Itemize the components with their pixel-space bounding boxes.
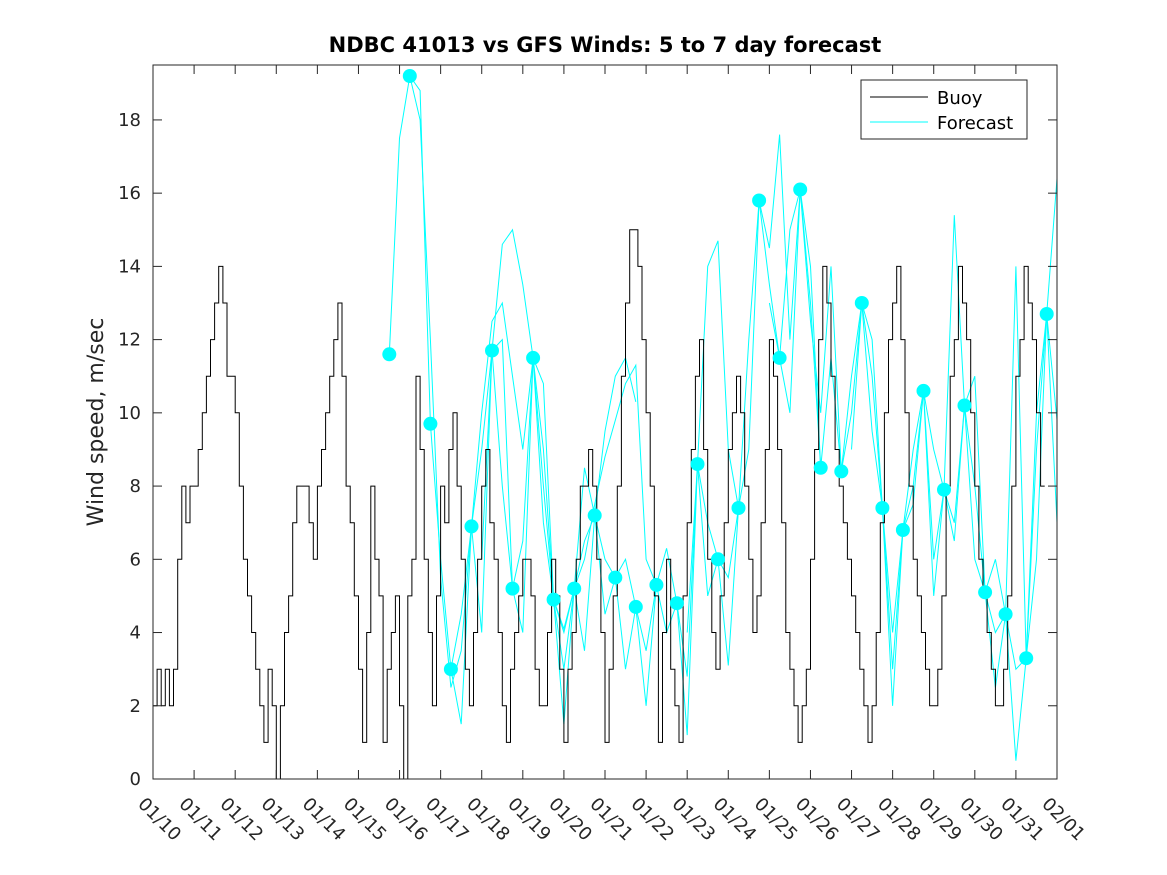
y-tick-label: 10 (118, 403, 141, 424)
forecast-markers (382, 69, 1054, 677)
y-tick-label: 14 (118, 256, 141, 277)
legend: Buoy Forecast (860, 79, 1028, 140)
y-tick-label: 16 (118, 183, 141, 204)
buoy-series (153, 229, 1045, 780)
x-tick-label: 01/22 (627, 794, 679, 846)
x-tick-label: 01/24 (709, 794, 761, 846)
legend-box (860, 79, 1028, 140)
forecast-marker (443, 662, 458, 677)
x-tick-label: 01/15 (339, 794, 391, 846)
forecast-marker (690, 457, 705, 472)
x-tick-label: 01/16 (380, 794, 432, 846)
x-tick-label: 01/10 (133, 794, 185, 846)
y-axis-ticks: 0 2 4 6 8 10 12 14 16 18 (118, 110, 1057, 790)
y-tick-label: 0 (130, 769, 141, 790)
forecast-marker (957, 398, 972, 413)
forecast-marker (834, 464, 849, 479)
y-tick-label: 6 (130, 549, 141, 570)
forecast-marker (1019, 651, 1034, 666)
x-tick-label: 01/18 (462, 794, 514, 846)
forecast-marker (485, 343, 499, 358)
forecast-marker (1039, 307, 1054, 321)
buoy-line (153, 229, 1045, 780)
forecast-marker (998, 607, 1013, 622)
x-tick-label: 01/27 (832, 794, 884, 846)
x-tick-label: 01/13 (257, 794, 309, 846)
forecast-line-4 (481, 189, 822, 736)
y-tick-label: 18 (118, 110, 141, 131)
x-tick-label: 01/25 (750, 794, 802, 846)
forecast-marker (669, 596, 684, 611)
forecast-marker (402, 69, 417, 83)
forecast-marker (895, 523, 910, 537)
x-tick-label: 01/30 (955, 794, 1007, 846)
y-tick-label: 8 (130, 476, 141, 497)
legend-forecast-label: Forecast (937, 113, 1013, 134)
x-tick-label: 01/23 (668, 794, 720, 846)
legend-buoy-label: Buoy (937, 88, 983, 109)
forecast-line-7 (851, 266, 1058, 659)
x-tick-label: 02/01 (1037, 794, 1089, 846)
forecast-marker (731, 501, 746, 515)
forecast-marker (464, 519, 479, 534)
forecast-marker (608, 570, 623, 585)
forecast-marker (978, 585, 993, 600)
x-tick-label: 01/21 (585, 794, 637, 846)
x-tick-label: 01/31 (996, 794, 1048, 846)
x-tick-label: 01/29 (914, 794, 966, 846)
x-tick-label: 01/28 (873, 794, 925, 846)
x-tick-label: 01/17 (421, 794, 473, 846)
forecast-marker (752, 193, 767, 208)
y-axis-label: Wind speed, m/sec (84, 318, 109, 527)
forecast-marker (526, 350, 541, 365)
forecast-marker (813, 460, 828, 475)
forecast-marker (916, 383, 931, 398)
y-tick-label: 12 (118, 330, 141, 351)
x-tick-label: 01/20 (544, 794, 596, 846)
forecast-marker (505, 581, 520, 596)
x-tick-label: 01/14 (298, 794, 350, 846)
forecast-marker (546, 592, 561, 607)
forecast-marker (772, 350, 787, 365)
y-tick-label: 2 (130, 696, 141, 717)
forecast-marker (423, 416, 438, 431)
forecast-marker (382, 347, 397, 362)
forecast-marker (567, 581, 582, 596)
x-tick-label: 01/12 (216, 794, 268, 846)
x-tick-label: 01/11 (175, 794, 227, 846)
forecast-marker (711, 552, 725, 567)
chart-title: NDBC 41013 vs GFS Winds: 5 to 7 day fore… (329, 33, 882, 57)
forecast-marker (793, 182, 808, 197)
forecast-marker (854, 296, 869, 310)
x-tick-label: 01/19 (503, 794, 555, 846)
forecast-marker (587, 508, 602, 523)
forecast-marker (875, 501, 890, 515)
y-tick-label: 4 (130, 623, 141, 644)
x-tick-label: 01/26 (791, 794, 843, 846)
forecast-marker (628, 599, 643, 614)
forecast-marker (649, 577, 664, 592)
forecast-marker (937, 482, 951, 497)
